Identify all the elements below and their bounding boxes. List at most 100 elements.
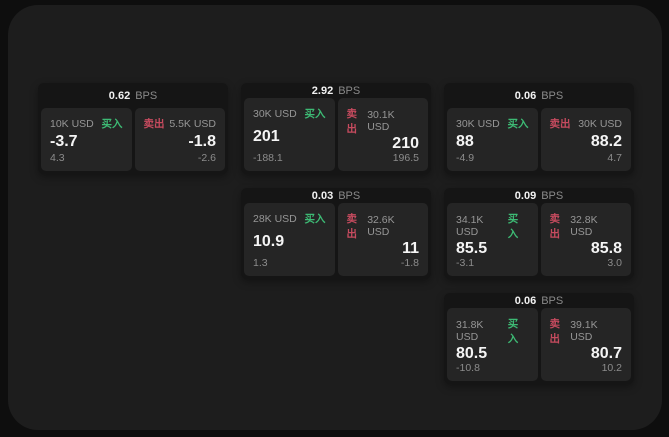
sell-volume: 32.6K USD bbox=[367, 214, 395, 238]
buy-tag: 买入 bbox=[507, 318, 519, 345]
sell-tag: 卖出 bbox=[346, 108, 358, 135]
buy-volume: 34.1K USD bbox=[456, 214, 484, 238]
sell-price: -1.8 bbox=[188, 132, 216, 150]
sell-volume: 5.5K USD bbox=[169, 117, 216, 130]
buy-volume: 28K USD bbox=[253, 212, 297, 225]
sell-panel-header: 卖出 39.1K USD bbox=[550, 316, 623, 346]
buy-change: -188.1 bbox=[253, 152, 283, 164]
buy-panel[interactable]: 31.8K USD 买入 80.5 -10.8 bbox=[447, 308, 538, 381]
buy-tag: 买入 bbox=[304, 108, 326, 120]
bps-value: 0.09 bbox=[514, 189, 537, 202]
sell-panel[interactable]: 卖出 30K USD 88.2 4.7 bbox=[540, 108, 631, 171]
card-header: 0.03 BPS bbox=[241, 188, 431, 203]
sell-tag: 卖出 bbox=[143, 118, 165, 130]
sell-change: 10.2 bbox=[601, 362, 622, 374]
buy-change: -3.1 bbox=[456, 257, 475, 269]
bps-value: 0.62 bbox=[108, 89, 131, 102]
buy-tag: 买入 bbox=[304, 213, 326, 225]
sell-tag: 卖出 bbox=[549, 213, 561, 240]
sell-price: 88.2 bbox=[590, 132, 622, 150]
buy-change: 4.3 bbox=[50, 152, 65, 164]
buy-panel-header: 10K USD 买入 bbox=[50, 116, 123, 131]
buy-panel-header: 28K USD 买入 bbox=[253, 211, 326, 226]
buy-panel[interactable]: 30K USD 买入 201 -188.1 bbox=[244, 98, 335, 171]
quote-card-grid: 0.62 BPS 10K USD 买入 -3.7 4.3 卖出 5.5K USD bbox=[38, 83, 634, 384]
buy-volume: 31.8K USD bbox=[456, 319, 484, 343]
sell-tag: 卖出 bbox=[549, 318, 561, 345]
card-body: 28K USD 买入 10.9 1.3 卖出 32.6K USD 11 -1.8 bbox=[241, 203, 431, 279]
quote-card: 0.03 BPS 28K USD 买入 10.9 1.3 卖出 32.6K US… bbox=[241, 188, 431, 279]
quote-card: 0.62 BPS 10K USD 买入 -3.7 4.3 卖出 5.5K USD bbox=[38, 83, 228, 174]
sell-panel-header: 卖出 32.8K USD bbox=[550, 211, 623, 241]
sell-change: -2.6 bbox=[197, 152, 216, 164]
sell-price: 85.8 bbox=[590, 240, 622, 257]
card-body: 10K USD 买入 -3.7 4.3 卖出 5.5K USD -1.8 -2.… bbox=[38, 108, 228, 174]
buy-volume: 10K USD bbox=[50, 117, 94, 130]
buy-panel-header: 34.1K USD 买入 bbox=[456, 211, 529, 241]
sell-change: 3.0 bbox=[607, 257, 622, 269]
sell-panel[interactable]: 卖出 39.1K USD 80.7 10.2 bbox=[540, 308, 631, 381]
sell-panel[interactable]: 卖出 5.5K USD -1.8 -2.6 bbox=[134, 108, 225, 171]
card-header: 0.62 BPS bbox=[38, 83, 228, 108]
buy-tag: 买入 bbox=[101, 118, 123, 130]
buy-price: 80.5 bbox=[456, 345, 488, 362]
bps-value: 2.92 bbox=[311, 84, 334, 97]
sell-change: 196.5 bbox=[392, 152, 419, 164]
buy-price: 88 bbox=[456, 132, 474, 150]
sell-tag: 卖出 bbox=[346, 213, 358, 240]
buy-panel[interactable]: 30K USD 买入 88 -4.9 bbox=[447, 108, 538, 171]
sell-tag: 卖出 bbox=[549, 118, 571, 130]
bps-unit-label: BPS bbox=[541, 294, 564, 307]
sell-volume: 30K USD bbox=[578, 117, 622, 130]
sell-panel-header: 卖出 32.6K USD bbox=[347, 211, 420, 241]
buy-tag: 买入 bbox=[507, 213, 519, 240]
card-header: 0.09 BPS bbox=[444, 188, 634, 203]
quote-card: 0.06 BPS 30K USD 买入 88 -4.9 卖出 30K USD bbox=[444, 83, 634, 174]
buy-change: 1.3 bbox=[253, 257, 268, 269]
bps-value: 0.06 bbox=[514, 294, 537, 307]
buy-price: -3.7 bbox=[50, 132, 78, 150]
bps-unit-label: BPS bbox=[135, 89, 158, 102]
buy-tag: 买入 bbox=[507, 118, 529, 130]
buy-change: -4.9 bbox=[456, 152, 475, 164]
app-window: 0.62 BPS 10K USD 买入 -3.7 4.3 卖出 5.5K USD bbox=[8, 5, 662, 430]
sell-price: 80.7 bbox=[590, 345, 622, 362]
buy-volume: 30K USD bbox=[456, 117, 500, 130]
buy-change: -10.8 bbox=[456, 362, 480, 374]
bps-unit-label: BPS bbox=[338, 84, 361, 97]
buy-panel[interactable]: 34.1K USD 买入 85.5 -3.1 bbox=[447, 203, 538, 276]
sell-price: 210 bbox=[392, 135, 419, 152]
buy-price: 10.9 bbox=[253, 232, 285, 250]
sell-panel-header: 卖出 30.1K USD bbox=[347, 106, 420, 136]
sell-panel[interactable]: 卖出 32.6K USD 11 -1.8 bbox=[337, 203, 428, 276]
card-header: 0.06 BPS bbox=[444, 83, 634, 108]
card-header: 0.06 BPS bbox=[444, 293, 634, 308]
sell-change: -1.8 bbox=[400, 257, 419, 269]
card-body: 34.1K USD 买入 85.5 -3.1 卖出 32.8K USD 85.8… bbox=[444, 203, 634, 279]
card-body: 30K USD 买入 201 -188.1 卖出 30.1K USD 210 1… bbox=[241, 98, 431, 174]
buy-panel-header: 31.8K USD 买入 bbox=[456, 316, 529, 346]
card-body: 31.8K USD 买入 80.5 -10.8 卖出 39.1K USD 80.… bbox=[444, 308, 634, 384]
bps-value: 0.06 bbox=[514, 89, 537, 102]
quote-card: 0.06 BPS 31.8K USD 买入 80.5 -10.8 卖出 39.1… bbox=[444, 293, 634, 384]
bps-unit-label: BPS bbox=[541, 89, 564, 102]
sell-change: 4.7 bbox=[607, 152, 622, 164]
bps-unit-label: BPS bbox=[338, 189, 361, 202]
buy-panel-header: 30K USD 买入 bbox=[456, 116, 529, 131]
buy-panel-header: 30K USD 买入 bbox=[253, 106, 326, 121]
quote-card: 0.09 BPS 34.1K USD 买入 85.5 -3.1 卖出 32.8K… bbox=[444, 188, 634, 279]
buy-volume: 30K USD bbox=[253, 107, 297, 120]
sell-panel[interactable]: 卖出 30.1K USD 210 196.5 bbox=[337, 98, 428, 171]
quote-card: 2.92 BPS 30K USD 买入 201 -188.1 卖出 30.1K … bbox=[241, 83, 431, 174]
buy-panel[interactable]: 28K USD 买入 10.9 1.3 bbox=[244, 203, 335, 276]
buy-price: 201 bbox=[253, 127, 280, 145]
sell-panel[interactable]: 卖出 32.8K USD 85.8 3.0 bbox=[540, 203, 631, 276]
card-header: 2.92 BPS bbox=[241, 83, 431, 98]
sell-volume: 30.1K USD bbox=[367, 109, 395, 133]
sell-volume: 39.1K USD bbox=[570, 319, 598, 343]
bps-value: 0.03 bbox=[311, 189, 334, 202]
buy-panel[interactable]: 10K USD 买入 -3.7 4.3 bbox=[41, 108, 132, 171]
bps-unit-label: BPS bbox=[541, 189, 564, 202]
buy-price: 85.5 bbox=[456, 240, 488, 257]
sell-panel-header: 卖出 5.5K USD bbox=[144, 116, 217, 131]
